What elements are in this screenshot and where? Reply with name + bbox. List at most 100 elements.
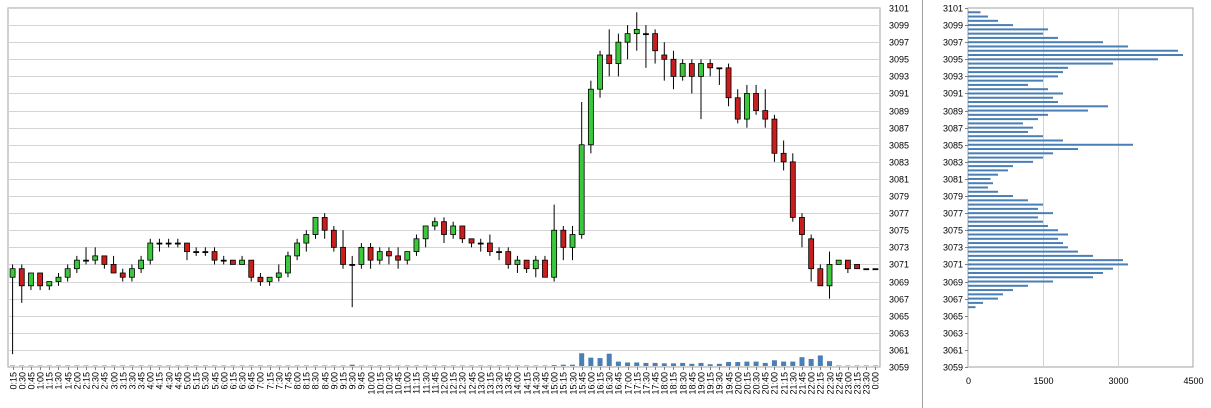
time-tick-label: 14:15 — [523, 372, 533, 395]
volume-bar — [817, 355, 823, 366]
time-tick-label: 3:30 — [128, 372, 138, 390]
candle-body — [780, 152, 787, 163]
volume-bar — [808, 358, 814, 366]
time-tick-label: 8:00 — [293, 372, 303, 390]
time-tick-label: 22:45 — [835, 372, 845, 395]
candle-body — [147, 242, 154, 261]
time-tick-label: 13:15 — [486, 372, 496, 395]
time-tick-label: 18:15 — [669, 372, 679, 395]
candle-body — [174, 242, 181, 245]
profile-price-label: 3071 — [943, 260, 963, 270]
volume-profile-bar — [968, 276, 1093, 279]
volume-profile-bar — [968, 71, 1063, 74]
time-tick-label: 8:30 — [311, 372, 321, 390]
volume-bar — [551, 365, 557, 366]
candle-body — [643, 33, 649, 36]
volume-bar — [753, 361, 759, 366]
time-tick-label: 8:15 — [302, 372, 312, 390]
candle-body — [872, 268, 879, 271]
time-tick-label: 1:15 — [45, 372, 55, 390]
time-tick-label: 5:30 — [201, 372, 211, 390]
price-tick-label: 3097 — [889, 38, 909, 48]
candle-body — [386, 251, 392, 257]
candle-body — [744, 93, 750, 120]
volume-profile-bar — [968, 250, 1078, 253]
time-tick-label: 3:15 — [119, 372, 129, 390]
price-tick-label: 3073 — [889, 243, 909, 253]
time-tick-label: 9:30 — [348, 372, 358, 390]
candle-body — [321, 217, 328, 231]
candle-body — [789, 161, 796, 218]
volume-bar — [680, 362, 686, 366]
candle-body — [257, 276, 264, 282]
volume-profile-bar — [968, 45, 1128, 48]
time-tick-label: 17:45 — [651, 372, 661, 395]
candle-body — [303, 234, 310, 244]
time-tick-label: 12:30 — [458, 372, 468, 395]
volume-profile-bar — [968, 28, 1048, 31]
price-tick-label: 3091 — [889, 89, 909, 99]
volume-profile-bar — [968, 83, 1028, 86]
volume-bar — [799, 357, 805, 366]
time-tick-label: 12:45 — [468, 372, 478, 395]
time-tick-label: 1:45 — [64, 372, 74, 390]
time-tick-label: 22:15 — [816, 372, 826, 395]
candle-body — [560, 229, 567, 248]
candle-body — [211, 251, 218, 261]
volume-profile-bar — [968, 54, 1183, 57]
volume-profile-bar — [968, 224, 1048, 227]
profile-price-label: 3091 — [943, 89, 963, 99]
time-tick-label: 0:30 — [18, 372, 28, 390]
profile-price-label: 3085 — [943, 141, 963, 151]
time-tick-label: 10:30 — [385, 372, 395, 395]
volume-profile-bar — [968, 105, 1108, 108]
candle-body — [441, 221, 447, 235]
volume-bar — [625, 362, 631, 366]
volume-profile-bar — [968, 173, 998, 176]
price-tick-label: 3061 — [889, 346, 909, 356]
volume-profile-bar — [968, 254, 1093, 257]
volume-profile-bar — [968, 75, 1058, 78]
time-tick-label: 17:00 — [624, 372, 634, 395]
candle-body — [854, 264, 860, 270]
profile-price-label: 3061 — [943, 346, 963, 356]
price-tick-label: 3063 — [889, 329, 909, 339]
volume-bar — [762, 362, 768, 366]
candlestick-chart: 3059 3061 3063 3065 3067 3069 3071 3073 3075 3077… — [7, 4, 909, 395]
volume-bar — [570, 364, 576, 366]
volume-bar — [707, 364, 713, 366]
time-tick-label: 2:15 — [82, 372, 92, 390]
profile-price-label: 3087 — [943, 124, 963, 134]
time-tick-label: 2:30 — [91, 372, 101, 390]
time-tick-label: 15:30 — [569, 372, 579, 395]
time-tick-label: 19:00 — [697, 372, 707, 395]
volume-profile-bar — [968, 143, 1133, 146]
volume-profile-bar — [968, 263, 1128, 266]
time-tick-label: 13:00 — [477, 372, 487, 395]
candle-body — [707, 63, 714, 69]
volume-profile-bar — [968, 101, 1058, 104]
time-tick-label: 0:00 — [871, 372, 881, 390]
time-tick-label: 20:30 — [752, 372, 762, 395]
volume-profile-bar — [968, 195, 1013, 198]
candle-body — [734, 97, 741, 120]
candle-body — [239, 259, 245, 265]
volume-profile-bar — [968, 92, 1063, 95]
candle-body — [431, 221, 438, 227]
candle-body — [698, 63, 704, 77]
profile-price-label: 3099 — [943, 21, 963, 31]
time-tick-label: 20:45 — [761, 372, 771, 395]
time-tick-label: 2:45 — [100, 372, 110, 390]
candle-body — [716, 67, 723, 70]
candle-body — [486, 242, 493, 253]
candle-body — [156, 242, 163, 245]
candle-body — [844, 259, 851, 270]
price-tick-label: 3087 — [889, 124, 909, 134]
time-tick-label: 10:45 — [394, 372, 404, 395]
time-tick-label: 23:00 — [844, 372, 854, 395]
candle-body — [294, 242, 301, 257]
price-tick-label: 3099 — [889, 21, 909, 31]
volume-bar — [588, 357, 594, 366]
volume-bar — [560, 364, 566, 366]
volume-profile-bar — [968, 165, 1013, 168]
